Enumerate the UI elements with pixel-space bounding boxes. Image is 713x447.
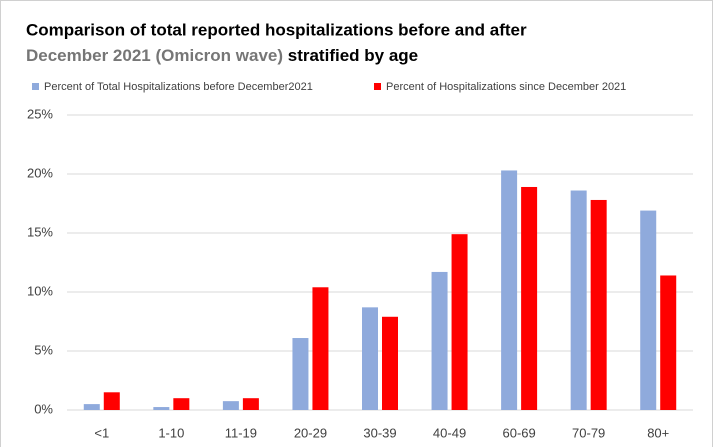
y-tick-label: 20% xyxy=(27,165,53,180)
bar xyxy=(312,287,329,410)
chart-title-highlight: December 2021 (Omicron wave) xyxy=(26,46,283,65)
y-tick-label: 15% xyxy=(27,224,53,239)
bar xyxy=(153,407,170,410)
x-tick-label: 30-39 xyxy=(363,425,396,440)
bar xyxy=(660,275,677,410)
x-tick-label: 1-10 xyxy=(158,425,184,440)
x-tick-label: 80+ xyxy=(647,425,669,440)
bar xyxy=(590,199,607,410)
legend-swatch xyxy=(374,83,381,90)
x-tick-label: 60-69 xyxy=(502,425,535,440)
bar xyxy=(103,392,120,410)
x-tick-label: 20-29 xyxy=(294,425,327,440)
chart-title: stratified by age xyxy=(288,46,418,65)
bar xyxy=(222,401,239,410)
bar xyxy=(640,210,657,410)
y-tick-label: 5% xyxy=(34,342,53,357)
legend-label: Percent of Total Hospitalizations before… xyxy=(44,81,313,93)
bar xyxy=(242,398,259,410)
chart-title: December 2021 (Omicron wave) stratified … xyxy=(26,46,418,65)
bar xyxy=(173,398,190,410)
bar xyxy=(292,338,309,410)
bar xyxy=(521,186,538,410)
x-tick-label: 70-79 xyxy=(572,425,605,440)
bar xyxy=(501,170,518,410)
legend-swatch xyxy=(32,83,39,90)
chart-title: Comparison of total reported hospitaliza… xyxy=(26,20,527,39)
x-tick-label: <1 xyxy=(94,425,109,440)
bar xyxy=(382,316,398,410)
bar xyxy=(83,404,100,410)
y-tick-label: 0% xyxy=(34,401,53,416)
x-tick-label: 40-49 xyxy=(433,425,466,440)
bar xyxy=(431,271,448,410)
y-tick-label: 25% xyxy=(27,106,53,121)
bar xyxy=(451,234,468,410)
x-tick-label: 11-19 xyxy=(225,425,257,440)
bar xyxy=(570,190,587,410)
y-tick-label: 10% xyxy=(27,283,53,298)
legend-label: Percent of Hospitalizations since Decemb… xyxy=(386,81,626,93)
bar xyxy=(362,307,378,410)
